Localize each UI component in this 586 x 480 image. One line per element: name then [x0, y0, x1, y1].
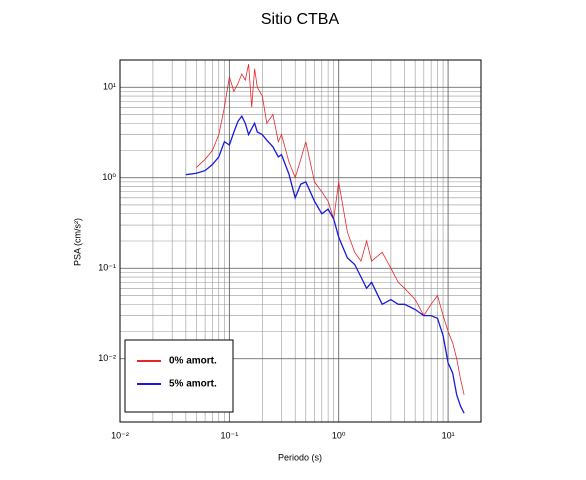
y-axis-label: PSA (cm/s²): [72, 218, 82, 266]
x-tick-label: 10⁻¹: [220, 430, 238, 440]
legend-box: [124, 339, 234, 413]
legend-label: 0% amort.: [169, 356, 217, 367]
series-line: [196, 64, 465, 395]
y-tick-label: 10⁻¹: [98, 263, 116, 273]
y-tick-label: 10¹: [103, 82, 116, 92]
x-tick-label: 10⁻²: [111, 430, 129, 440]
x-axis-label: Periodo (s): [278, 452, 322, 462]
plot-frame: [119, 59, 482, 423]
x-tick-label: 10⁰: [332, 430, 346, 440]
y-tick-label: 10⁰: [102, 172, 116, 182]
chart-title: Sitio CTBA: [261, 11, 340, 28]
series-line: [185, 114, 465, 414]
legend-label: 5% amort.: [169, 379, 217, 390]
y-tick-label: 10⁻²: [98, 353, 116, 363]
x-tick-label: 10¹: [442, 430, 455, 440]
